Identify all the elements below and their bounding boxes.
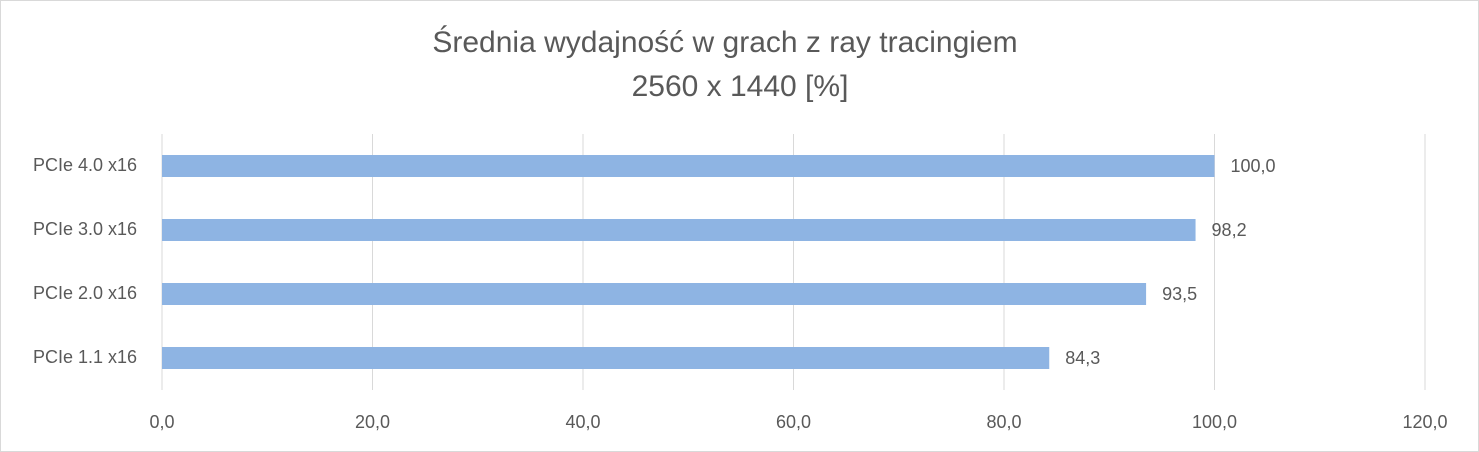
x-tick-label: 120,0 — [1402, 412, 1447, 432]
data-label: 84,3 — [1065, 348, 1100, 368]
chart-title: Średnia wydajność w grach z ray tracingi… — [432, 25, 1017, 59]
x-tick-label: 20,0 — [355, 412, 390, 432]
data-label: 98,2 — [1212, 220, 1247, 240]
bar — [162, 347, 1050, 369]
x-tick-label: 40,0 — [565, 412, 600, 432]
y-tick-label: PCIe 1.1 x16 — [33, 347, 137, 367]
bar — [162, 155, 1215, 177]
data-label: 93,5 — [1162, 284, 1197, 304]
x-tick-label: 80,0 — [986, 412, 1021, 432]
x-tick-label: 0,0 — [149, 412, 174, 432]
x-tick-label: 100,0 — [1192, 412, 1237, 432]
bar — [162, 283, 1147, 305]
y-tick-label: PCIe 3.0 x16 — [33, 219, 137, 239]
chart-subtitle: 2560 x 1440 [%] — [632, 70, 849, 103]
bar — [162, 219, 1196, 241]
data-label: 100,0 — [1231, 156, 1276, 176]
y-tick-label: PCIe 4.0 x16 — [33, 155, 137, 175]
y-tick-label: PCIe 2.0 x16 — [33, 283, 137, 303]
x-tick-label: 60,0 — [776, 412, 811, 432]
